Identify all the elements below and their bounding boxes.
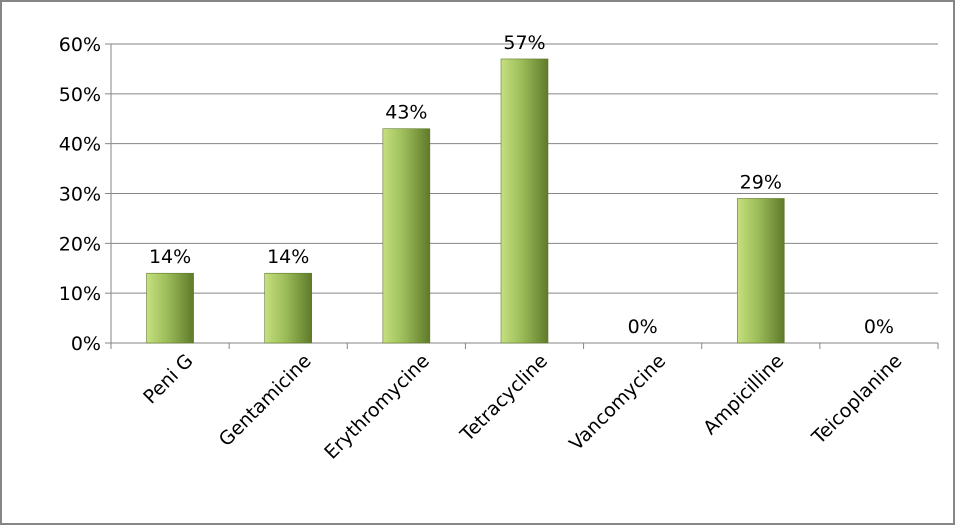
x-tick-label: Teicoplanine bbox=[807, 350, 906, 449]
x-tick-label: Erythromycine bbox=[320, 350, 434, 464]
x-tick-label: Vancomycine bbox=[565, 350, 670, 455]
data-label: 0% bbox=[628, 316, 658, 338]
data-labels: 14% 14% 43% 57% 0% 29% 0% bbox=[149, 32, 894, 338]
y-tick-label: 40% bbox=[59, 134, 101, 156]
bar bbox=[264, 272, 313, 344]
y-tick-label: 60% bbox=[59, 34, 101, 56]
bar bbox=[736, 198, 785, 344]
x-tick-labels: Peni G Gentamicine Erythromycine Tetracycli… bbox=[139, 350, 906, 464]
y-tick-labels: 0% 10% 20% 30% 40% 50% 60% bbox=[59, 34, 101, 355]
y-tick-label: 50% bbox=[59, 84, 101, 106]
y-tick-label: 30% bbox=[59, 184, 101, 206]
x-tick-label: Peni G bbox=[139, 350, 197, 408]
bar bbox=[500, 58, 549, 344]
x-tick-label: Tetracycline bbox=[456, 350, 552, 446]
x-tick-label: Ampicilline bbox=[699, 350, 788, 439]
y-tick-label: 10% bbox=[59, 283, 101, 305]
y-tick-label: 20% bbox=[59, 233, 101, 255]
data-label: 0% bbox=[864, 316, 894, 338]
y-tick-label: 0% bbox=[71, 333, 101, 355]
data-label: 29% bbox=[740, 171, 782, 193]
bar bbox=[146, 272, 194, 344]
data-label: 14% bbox=[149, 246, 191, 268]
data-label: 14% bbox=[267, 246, 309, 268]
data-label: 43% bbox=[385, 102, 427, 124]
bar bbox=[382, 128, 431, 344]
data-label: 57% bbox=[503, 32, 545, 54]
x-tick-label: Gentamicine bbox=[215, 350, 316, 451]
bars bbox=[146, 58, 785, 344]
